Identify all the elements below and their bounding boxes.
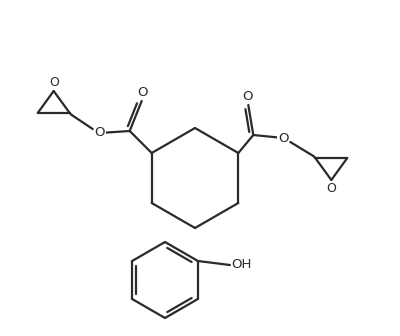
Text: O: O [242,89,252,102]
Text: O: O [94,126,105,139]
Text: O: O [49,77,59,89]
Text: O: O [326,182,336,196]
Text: O: O [278,131,288,144]
Text: O: O [138,85,148,98]
Text: OH: OH [232,258,252,271]
